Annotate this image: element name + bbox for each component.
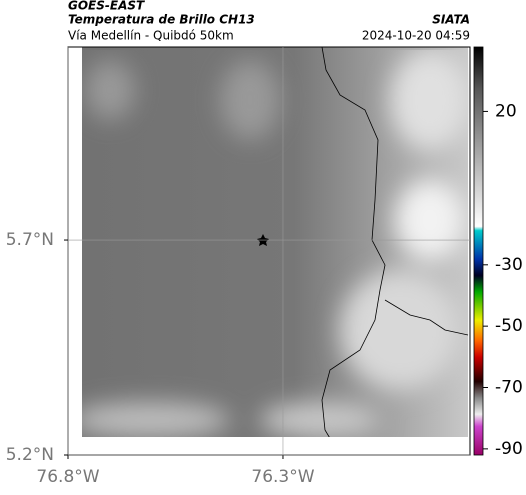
region: Vía Medellín - Quibdó 50km: [68, 29, 234, 43]
x-tick-label: 76.3°W: [251, 467, 314, 487]
colorbar-label: 20: [495, 101, 517, 121]
source: SIATA: [432, 13, 470, 27]
colorbar-label: -90: [495, 439, 523, 459]
title: GOES-EAST: [68, 0, 145, 13]
map-image: [68, 46, 470, 456]
y-tick-label: 5.2°N: [6, 445, 54, 465]
colorbar-label: -30: [495, 255, 523, 275]
colorbar-label: -50: [495, 316, 523, 336]
y-tick-label: 5.7°N: [6, 230, 54, 250]
colorbar: [473, 46, 484, 456]
colorbar-label: -70: [495, 378, 523, 398]
x-tick-label: 76.8°W: [36, 467, 99, 487]
timestamp: 2024-10-20 04:59: [362, 29, 470, 43]
subtitle: Temperatura de Brillo CH13: [68, 13, 255, 27]
